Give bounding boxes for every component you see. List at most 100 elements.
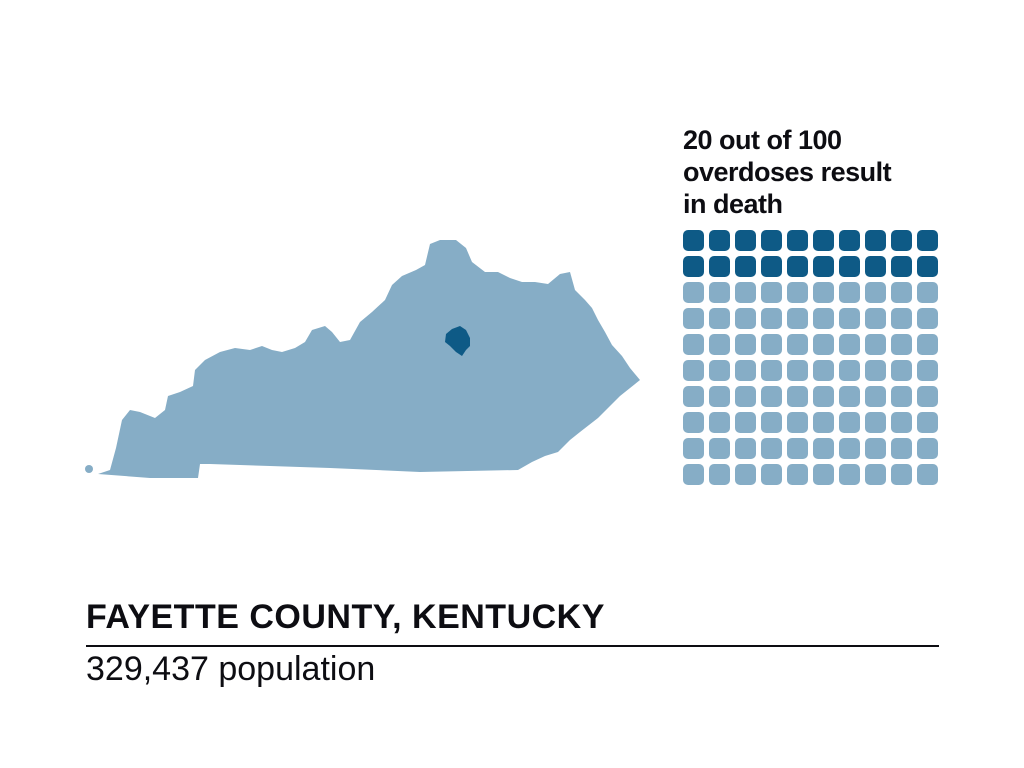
waffle-cell: [761, 334, 782, 355]
waffle-cell: [865, 360, 886, 381]
waffle-cell: [917, 282, 938, 303]
waffle-cell: [865, 308, 886, 329]
waffle-cell: [735, 360, 756, 381]
waffle-cell-death: [761, 256, 782, 277]
headline-line-1: 20 out of 100: [683, 125, 842, 155]
waffle-cell: [787, 412, 808, 433]
waffle-cell: [813, 360, 834, 381]
waffle-cell: [683, 464, 704, 485]
waffle-cell: [787, 386, 808, 407]
waffle-cell: [787, 282, 808, 303]
waffle-cell-death: [891, 230, 912, 251]
waffle-cell: [839, 386, 860, 407]
waffle-cell: [709, 282, 730, 303]
waffle-cell: [865, 334, 886, 355]
waffle-cell: [813, 308, 834, 329]
waffle-cell: [917, 360, 938, 381]
waffle-cell: [683, 360, 704, 381]
waffle-cell: [683, 308, 704, 329]
waffle-cell: [917, 386, 938, 407]
waffle-cell: [787, 308, 808, 329]
waffle-cell-death: [839, 230, 860, 251]
waffle-cell: [865, 464, 886, 485]
waffle-cell: [761, 386, 782, 407]
waffle-cell: [917, 334, 938, 355]
waffle-cell: [761, 282, 782, 303]
waffle-cell: [683, 334, 704, 355]
waffle-cell: [839, 334, 860, 355]
headline: 20 out of 100 overdoses result in death: [683, 124, 983, 220]
waffle-cell: [683, 412, 704, 433]
waffle-cell: [735, 386, 756, 407]
waffle-cell: [813, 464, 834, 485]
waffle-cell: [891, 412, 912, 433]
waffle-grid: [683, 230, 939, 486]
waffle-cell-death: [917, 230, 938, 251]
waffle-cell-death: [865, 256, 886, 277]
county-title: FAYETTE COUNTY, KENTUCKY: [86, 598, 605, 636]
waffle-cell: [813, 282, 834, 303]
waffle-cell-death: [787, 256, 808, 277]
waffle-cell: [735, 282, 756, 303]
waffle-cell: [735, 308, 756, 329]
waffle-cell-death: [709, 230, 730, 251]
waffle-cell: [709, 464, 730, 485]
waffle-cell: [891, 438, 912, 459]
waffle-cell: [917, 308, 938, 329]
waffle-cell-death: [683, 230, 704, 251]
waffle-cell: [891, 334, 912, 355]
waffle-cell: [787, 360, 808, 381]
waffle-cell: [891, 386, 912, 407]
waffle-cell-death: [865, 230, 886, 251]
waffle-cell: [735, 412, 756, 433]
headline-line-3: in death: [683, 189, 783, 219]
waffle-cell-death: [761, 230, 782, 251]
waffle-cell: [917, 464, 938, 485]
waffle-cell-death: [709, 256, 730, 277]
waffle-cell: [761, 308, 782, 329]
waffle-cell-death: [683, 256, 704, 277]
waffle-cell: [761, 360, 782, 381]
waffle-cell: [761, 412, 782, 433]
waffle-cell: [839, 464, 860, 485]
waffle-cell: [709, 334, 730, 355]
waffle-cell: [787, 438, 808, 459]
fayette-county-shape: [445, 326, 470, 356]
waffle-cell: [839, 412, 860, 433]
waffle-cell: [839, 282, 860, 303]
waffle-cell: [735, 438, 756, 459]
waffle-cell: [813, 438, 834, 459]
waffle-cell: [761, 438, 782, 459]
waffle-cell: [891, 464, 912, 485]
waffle-cell: [787, 334, 808, 355]
waffle-cell: [709, 412, 730, 433]
waffle-cell-death: [735, 230, 756, 251]
waffle-cell: [709, 360, 730, 381]
waffle-cell: [709, 438, 730, 459]
waffle-cell: [917, 412, 938, 433]
waffle-cell-death: [813, 230, 834, 251]
waffle-cell-death: [917, 256, 938, 277]
waffle-cell: [683, 438, 704, 459]
waffle-cell-death: [787, 230, 808, 251]
waffle-cell: [709, 386, 730, 407]
waffle-cell-death: [813, 256, 834, 277]
waffle-cell: [891, 308, 912, 329]
waffle-cell-death: [891, 256, 912, 277]
headline-line-2: overdoses result: [683, 157, 892, 187]
waffle-cell-death: [839, 256, 860, 277]
waffle-cell: [865, 438, 886, 459]
kentucky-bend-shape: [85, 465, 93, 473]
waffle-cell: [839, 438, 860, 459]
waffle-cell: [813, 386, 834, 407]
waffle-cell: [865, 386, 886, 407]
waffle-cell: [917, 438, 938, 459]
waffle-cell: [709, 308, 730, 329]
waffle-cell-death: [735, 256, 756, 277]
population-label: 329,437 population: [86, 650, 376, 688]
waffle-cell: [761, 464, 782, 485]
waffle-cell: [891, 282, 912, 303]
waffle-cell: [839, 308, 860, 329]
waffle-cell: [735, 464, 756, 485]
